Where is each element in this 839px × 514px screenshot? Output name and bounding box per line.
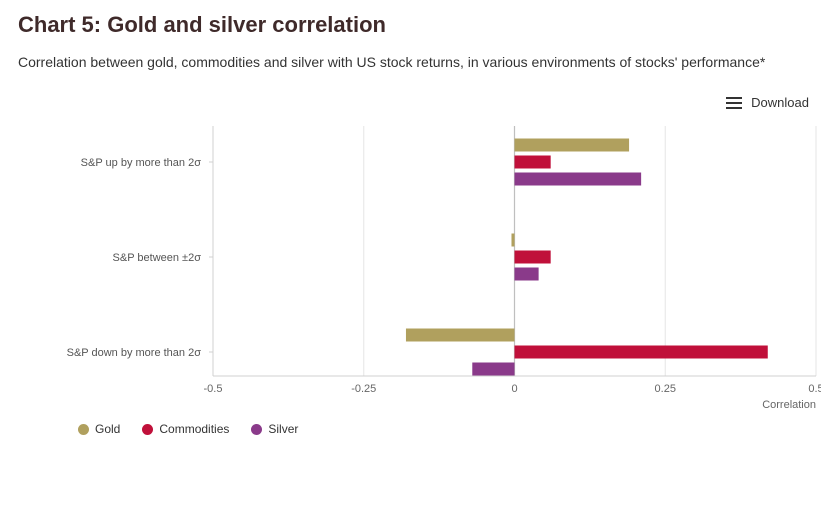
legend-label: Gold	[95, 422, 120, 436]
legend-swatch	[78, 424, 89, 435]
svg-text:Correlation: Correlation	[762, 399, 816, 411]
svg-text:S&P between ±2σ: S&P between ±2σ	[113, 252, 202, 264]
legend-item[interactable]: Gold	[78, 422, 120, 436]
correlation-chart: -0.5 -0.25 0 0.25 0.5 Correlation S&P up by mo…	[18, 116, 821, 416]
legend-swatch	[142, 424, 153, 435]
svg-text:-0.25: -0.25	[351, 383, 376, 395]
legend-swatch	[251, 424, 262, 435]
bar	[515, 173, 642, 186]
bar	[515, 156, 551, 169]
svg-text:0.5: 0.5	[808, 383, 821, 395]
legend-label: Silver	[268, 422, 298, 436]
legend-item[interactable]: Commodities	[142, 422, 229, 436]
svg-text:0.25: 0.25	[655, 383, 676, 395]
chart-title: Chart 5: Gold and silver correlation	[18, 12, 821, 38]
bar	[511, 234, 514, 247]
bar	[406, 329, 515, 342]
bar	[472, 363, 514, 376]
bar	[515, 139, 630, 152]
svg-text:0: 0	[511, 383, 517, 395]
legend-label: Commodities	[159, 422, 229, 436]
svg-text:S&P down by more than 2σ: S&P down by more than 2σ	[67, 347, 202, 359]
bar	[515, 268, 539, 281]
bar	[515, 251, 551, 264]
download-label: Download	[751, 95, 809, 110]
svg-text:S&P up by more than 2σ: S&P up by more than 2σ	[81, 157, 202, 169]
download-button[interactable]: Download	[18, 95, 821, 110]
bar	[515, 346, 768, 359]
svg-text:-0.5: -0.5	[204, 383, 223, 395]
menu-icon	[725, 96, 743, 110]
chart-subtitle: Correlation between gold, commodities an…	[18, 52, 821, 73]
legend-item[interactable]: Silver	[251, 422, 298, 436]
chart-legend: Gold Commodities Silver	[18, 422, 821, 436]
